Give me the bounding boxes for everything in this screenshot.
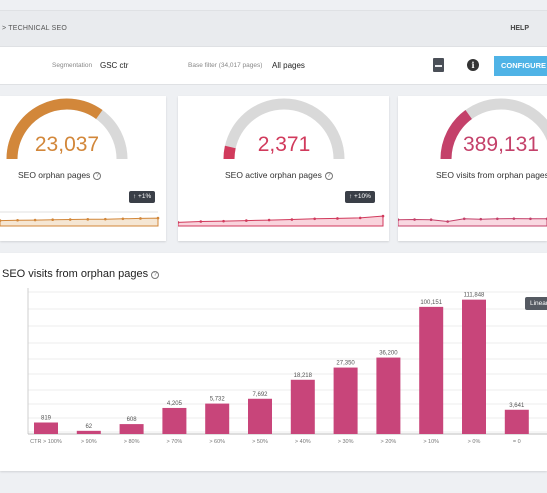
kpi-value: 2,371 [257,133,311,156]
bar-value-label: 608 [127,417,138,423]
kpi-label: SEO visits from orphan pages [436,170,547,180]
bar[interactable] [34,422,58,434]
sparkline-point [512,217,516,220]
bar-value-label: 62 [85,424,92,430]
sparkline-point [139,217,142,220]
segmentation-select[interactable]: GSC ctr [100,61,129,70]
help-circle-icon[interactable]: ? [93,172,102,180]
category-label: > 20% [381,439,397,445]
sparkline-point [267,218,271,222]
sparkline-point [479,217,483,221]
bar[interactable] [248,398,272,434]
kpi-label: SEO orphan pages? [18,170,102,180]
kpi-card-active-orphan-pages: 2,371 SEO active orphan pages? ↑ +10% [178,96,389,241]
configure-button[interactable]: CONFIGURE [494,56,547,76]
sparkline-point [313,217,316,221]
kpi-card-visits-orphan-pages: 389,131 SEO visits from orphan pages [398,96,547,241]
category-label: > 80% [124,439,140,445]
visits-chart-panel: 819 CTR > 100% 62 > 90% 608 > 80% 4,205 > 70% 5,… [0,253,547,471]
category-label: CTR > 100% [30,439,62,445]
filter-bar: Segmentation GSC ctr Base filter (34,017… [0,47,547,85]
base-filter-label: Base filter (34,017 pages) [188,62,263,69]
gauge-visits-orphan-pages [398,98,547,227]
sparkline-point [336,217,339,220]
category-label: > 60% [209,439,225,445]
category-label: > 30% [338,439,354,445]
sparkline-point [462,217,466,221]
gauge-active-orphan-pages [178,98,385,227]
sparkline-point [446,220,449,223]
kpi-value: 389,131 [463,133,539,156]
bar[interactable] [462,299,486,434]
help-circle-icon[interactable]: ? [324,172,333,180]
bar[interactable] [290,379,315,434]
bar[interactable] [504,409,529,434]
bar-value-label: 7,692 [252,392,268,398]
scale-toggle-linear[interactable]: Linear [525,297,547,310]
sparkline-point [104,217,107,221]
breadcrumb[interactable]: > TECHNICAL SEO [2,25,68,32]
sparkline-point [381,214,385,218]
trend-badge: ↑ +1% [129,191,156,203]
sparkline-point [290,218,294,221]
bar-chart: 819 CTR > 100% 62 > 90% 608 > 80% 4,205 > 70% 5,… [27,288,547,445]
sparkline-point [222,219,225,223]
chart-title: SEO visits from orphan pages? [2,268,160,280]
bar-value-label: 819 [41,416,52,422]
sparkline-point [245,219,248,222]
bar-value-label: 100,151 [420,300,442,306]
bar-value-label: 4,205 [167,401,183,407]
category-label: > 10% [423,439,439,445]
kpi-card-orphan-pages: 23,037 SEO orphan pages? ↑ +1% [0,96,166,241]
help-link[interactable]: HELP [510,25,529,32]
sparkline-point [429,218,433,221]
category-label: > 40% [295,439,311,445]
bar-value-label: 36,200 [379,351,398,357]
bar[interactable] [76,430,101,434]
bar-value-label: 18,218 [294,373,313,379]
bar[interactable] [419,306,444,434]
bar-value-label: 5,732 [210,397,226,403]
sparkline-point [156,216,160,220]
pdf-export-icon[interactable] [433,58,444,72]
sparkline-point [16,218,19,222]
bar[interactable] [162,407,187,434]
kpi-label: SEO active orphan pages? [225,170,333,180]
sparkline-point [0,219,2,222]
category-label: > 70% [167,439,183,445]
gauge-orphan-pages [0,98,160,227]
category-label: > 50% [252,439,268,445]
sparkline-point [529,217,532,221]
category-label: > 90% [81,439,97,445]
sparkline-point [496,217,499,221]
sparkline-point [413,218,416,221]
sparkline-point [51,218,54,221]
sparkline-point [178,221,180,224]
sparkline-point [358,216,362,220]
help-circle-icon[interactable]: ? [151,271,160,279]
bar[interactable] [333,367,358,434]
top-navigation-bar: > TECHNICAL SEO HELP [0,10,547,47]
bar-value-label: 111,848 [464,293,485,299]
bar[interactable] [376,357,401,434]
sparkline-point [121,217,125,221]
category-label: > 0% [468,439,481,445]
sparkline-point [398,218,400,221]
sparkline-point [33,218,37,222]
kpi-value: 23,037 [34,133,100,156]
bar[interactable] [119,424,144,434]
bar-value-label: 3,641 [509,403,525,409]
base-filter-select[interactable]: All pages [272,61,305,70]
trend-badge: ↑ +10% [345,191,375,203]
sparkline-point [199,220,203,223]
info-icon[interactable]: i [467,59,479,71]
bar-value-label: 27,350 [336,361,355,367]
segmentation-label: Segmentation [52,62,93,69]
sparkline-point [86,218,90,221]
category-label: = 0 [513,439,521,445]
sparkline-point [68,218,72,221]
bar[interactable] [205,403,230,434]
